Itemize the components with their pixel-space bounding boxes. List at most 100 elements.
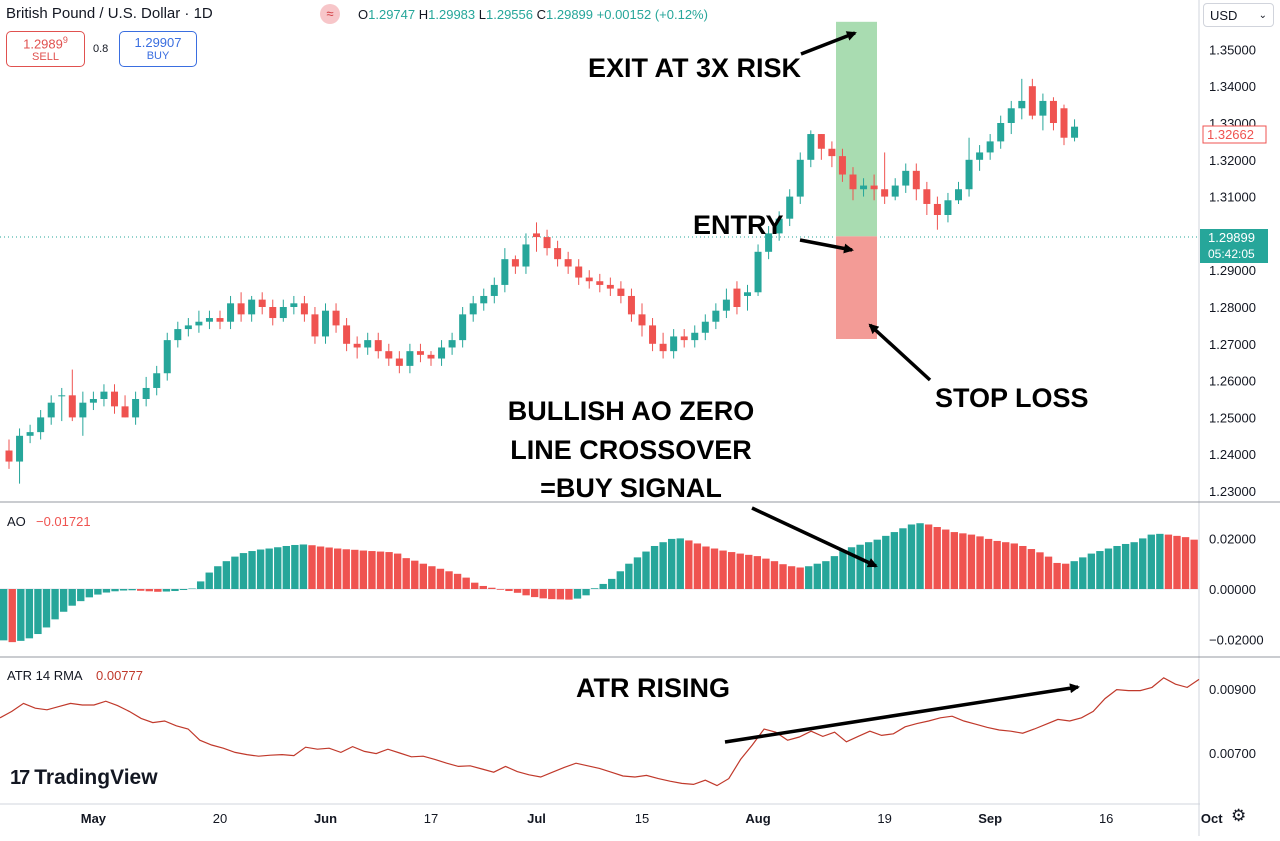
- ao-bar: [316, 546, 325, 589]
- ao-bar: [334, 548, 342, 589]
- ao-bar: [685, 540, 693, 589]
- ao-bar: [1190, 539, 1198, 589]
- candle-body: [343, 325, 351, 344]
- ao-bar: [590, 588, 599, 589]
- ao-bar: [68, 589, 76, 606]
- candle-body: [216, 318, 224, 322]
- ao-bar: [582, 589, 590, 596]
- candle-body: [796, 159, 804, 197]
- candle-body: [902, 170, 910, 186]
- currency-select[interactable]: USD ⌄: [1203, 3, 1274, 27]
- ao-bar: [719, 550, 727, 589]
- candle-body: [26, 432, 34, 436]
- price-tick-label: 1.34000: [1209, 79, 1256, 94]
- ao-bar: [231, 556, 239, 589]
- price-tick-label: 1.27000: [1209, 337, 1256, 352]
- atr-legend-value: 0.00777: [96, 668, 143, 683]
- ao-bar: [308, 545, 316, 589]
- ao-bar: [411, 560, 419, 589]
- ao-bar: [608, 578, 616, 589]
- candle-body: [16, 435, 24, 462]
- ao-bar: [111, 589, 119, 592]
- low-value: 1.29556: [486, 7, 533, 22]
- ao-bar: [642, 551, 650, 589]
- ao-bar: [1096, 551, 1104, 589]
- candle-body: [585, 277, 593, 282]
- ao-bar: [25, 589, 34, 639]
- candle-body: [269, 307, 277, 319]
- ao-bar: [282, 545, 290, 589]
- time-tick-label: Oct: [1201, 811, 1223, 826]
- buy-button[interactable]: 1.29907 BUY: [119, 31, 197, 67]
- ao-bar: [154, 589, 162, 592]
- price-tick-label: 1.29000: [1209, 263, 1256, 278]
- candle-body: [838, 156, 846, 175]
- candle-body: [353, 343, 361, 348]
- high-label: H: [418, 7, 429, 22]
- candle-body: [860, 185, 868, 190]
- ao-bar: [119, 589, 128, 591]
- atr-tick-label: 0.00900: [1209, 682, 1256, 697]
- time-tick-label: 20: [213, 811, 227, 826]
- candle-body: [58, 395, 66, 397]
- ao-bar: [1061, 563, 1070, 589]
- ao-bar: [556, 589, 565, 600]
- ao-bar: [436, 568, 445, 589]
- ao-bar: [779, 564, 787, 589]
- stop-loss-annotation: STOP LOSS: [935, 383, 1089, 413]
- chevron-down-icon: ⌄: [1258, 10, 1267, 21]
- ao-bar: [1181, 537, 1190, 589]
- candle-body: [311, 314, 319, 337]
- ao-bar: [325, 547, 333, 589]
- candle-body: [89, 399, 97, 403]
- candle-body: [248, 299, 256, 315]
- ao-bar: [959, 533, 967, 589]
- candle-body: [490, 284, 498, 296]
- ao-bar: [77, 589, 85, 602]
- candle-body: [237, 303, 245, 315]
- candle-body: [701, 321, 709, 333]
- ao-bar: [882, 535, 890, 589]
- ao-bar: [1139, 538, 1147, 589]
- ao-bar: [693, 543, 702, 589]
- ao-bar: [753, 556, 762, 589]
- candle-body: [744, 292, 751, 296]
- current-price-label: 1.29899: [1208, 230, 1255, 245]
- candle-body: [258, 299, 266, 307]
- candle-body: [912, 170, 920, 190]
- candle-body: [522, 244, 530, 267]
- candle-body: [459, 314, 467, 341]
- ao-bar: [710, 548, 719, 589]
- ao-bar: [0, 589, 8, 641]
- ao-bar: [248, 551, 256, 589]
- ao-bar: [805, 566, 813, 589]
- candle-body: [1028, 86, 1036, 116]
- ao-tick-label: −0.02000: [1209, 633, 1264, 648]
- candle-body: [406, 351, 414, 366]
- ao-bar: [291, 544, 299, 589]
- ao-bar: [616, 571, 624, 589]
- candle-body: [807, 134, 815, 160]
- gear-icon[interactable]: ⚙: [1231, 806, 1247, 825]
- candle-body: [100, 391, 108, 399]
- tradingview-logo[interactable]: 17 TradingView: [10, 766, 158, 790]
- stop-loss-arrow: [868, 323, 932, 382]
- ao-bar: [274, 547, 282, 589]
- ao-bar: [796, 567, 804, 589]
- exit-arrow: [800, 31, 857, 56]
- sell-button[interactable]: 1.29899 SELL: [6, 31, 85, 67]
- candle-body: [142, 387, 150, 399]
- time-tick-label: 16: [1099, 811, 1113, 826]
- candle-body: [385, 351, 393, 359]
- ao-bar: [162, 589, 171, 592]
- candle-body: [79, 402, 87, 418]
- ao-bar: [256, 549, 265, 589]
- candle-body: [1049, 100, 1057, 123]
- ao-bar: [659, 542, 667, 589]
- wave-icon[interactable]: ≈: [320, 4, 340, 24]
- ao-bar: [17, 589, 25, 641]
- ao-bar: [205, 572, 213, 589]
- ao-bar: [1087, 553, 1096, 589]
- symbol-title[interactable]: British Pound / U.S. Dollar · 1D: [6, 5, 213, 22]
